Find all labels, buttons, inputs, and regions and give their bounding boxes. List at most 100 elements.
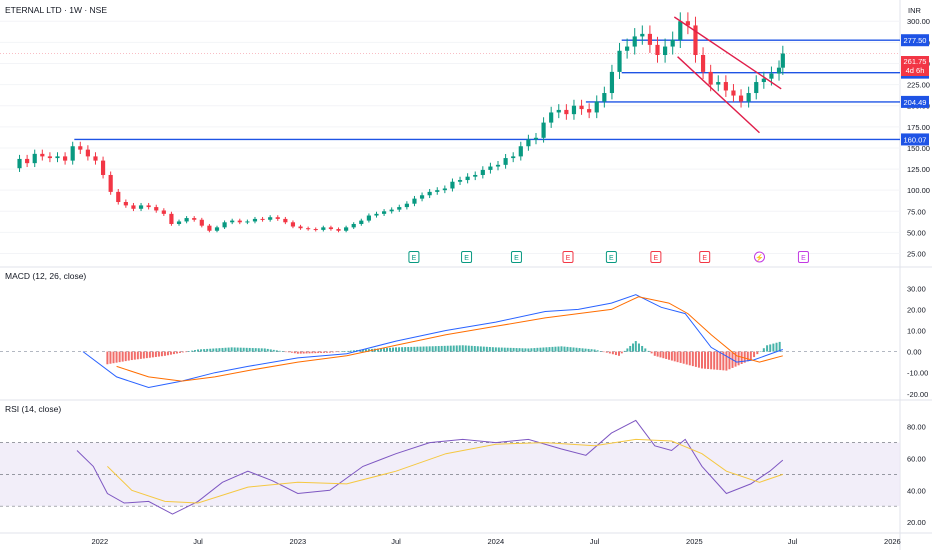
earnings-markers[interactable]: E E E E E E E ⚡ E (408, 251, 809, 263)
price-tick-label: 175.00 (907, 123, 930, 132)
candle-body (708, 71, 713, 85)
candle-body (526, 139, 531, 147)
macd-histogram-bar (772, 343, 775, 352)
rsi-lines (76, 419, 784, 515)
channel-lines[interactable] (673, 16, 782, 134)
price-tick-label: 300.00 (907, 17, 930, 26)
candle-body (541, 122, 546, 138)
macd-histogram-bar (653, 351, 656, 356)
macd-histogram-bar (753, 351, 756, 358)
macd-histogram-bar (659, 351, 662, 358)
rsi-tick-label: 80.00 (907, 423, 926, 432)
macd-histogram-bar (446, 345, 449, 352)
macd-histogram-bar (685, 351, 688, 365)
macd-tick-label: 30.00 (907, 284, 926, 293)
candle-body (366, 215, 371, 221)
macd-histogram-bar (139, 351, 142, 359)
candle-body (184, 218, 189, 222)
candle-body (252, 218, 258, 222)
macd-histogram-bar (431, 346, 434, 352)
macd-histogram-bar (112, 351, 115, 364)
macd-histogram-bar (452, 345, 455, 352)
macd-histogram-bar (287, 351, 290, 353)
rsi-axis-ticks: 20.00 40.00 60.00 80.00 (907, 423, 926, 527)
macd-histogram-bar (691, 351, 694, 367)
macd-histogram-bar (302, 351, 305, 354)
macd-histogram-bar (284, 351, 287, 353)
candle-body (731, 90, 736, 96)
macd-histogram-bar (163, 351, 166, 356)
macd-histogram-bar (623, 350, 626, 352)
macd-histogram-bar (434, 346, 437, 352)
candle-body (609, 71, 615, 94)
macd-histogram-bar (548, 347, 551, 352)
macd-histogram-bar (382, 348, 385, 352)
macd-histogram-bar (647, 350, 650, 352)
candle-body (116, 191, 121, 203)
macd-histogram-bar (127, 351, 130, 361)
candle-body (700, 55, 706, 72)
time-tick-label: Jul (193, 537, 203, 546)
macd-histogram-bar (209, 348, 212, 352)
macd-histogram-bar (385, 347, 388, 352)
macd-histogram-bar (130, 351, 133, 361)
candle-body (617, 50, 622, 72)
macd-histogram-bar (389, 347, 392, 352)
macd-histogram-bar (148, 351, 151, 358)
rsi-title[interactable]: RSI (14, close) (5, 404, 61, 414)
last-price-label: 261.75 (904, 57, 927, 66)
price-tick-label: 50.00 (907, 228, 926, 237)
candle-body (769, 73, 774, 79)
macd-histogram-bar (281, 351, 284, 352)
candle-body (55, 156, 60, 159)
candlestick-series (17, 12, 785, 233)
macd-histogram-bar (136, 351, 139, 360)
macd-histogram-bar (697, 351, 700, 368)
candle-body (404, 203, 409, 208)
time-tick-label: 2023 (289, 537, 306, 546)
macd-histogram-bar (410, 346, 413, 352)
macd-histogram-bar (194, 350, 197, 352)
macd-histogram-bar (662, 351, 665, 359)
level-price-label: 160.07 (904, 135, 927, 144)
time-axis[interactable]: 2022 Jul 2023 Jul 2024 Jul 2025 Jul 2026 (91, 537, 900, 546)
macd-histogram-bar (700, 351, 703, 369)
earnings-marker-label: E (801, 255, 806, 262)
dividend-marker (753, 251, 765, 263)
macd-histogram-bar (665, 351, 668, 359)
candle-body (571, 105, 577, 115)
candle-body (40, 153, 45, 157)
symbol-title[interactable]: ETERNAL LTD · 1W · NSE (5, 5, 107, 15)
macd-histogram-bar (497, 347, 500, 352)
candle-body (63, 156, 68, 161)
macd-title[interactable]: MACD (12, 26, close) (5, 271, 86, 281)
candle-body (776, 67, 782, 74)
macd-histogram-bar (221, 347, 224, 352)
macd-histogram-bar (515, 348, 518, 352)
macd-histogram-bar (178, 351, 181, 353)
candle-body (457, 180, 463, 182)
macd-histogram-bar (581, 348, 584, 352)
macd-histogram-bar (413, 346, 416, 352)
candle-body (450, 181, 455, 189)
macd-histogram-bar (602, 351, 605, 353)
macd-histogram-bar (707, 351, 710, 369)
macd-histogram-bar (521, 348, 524, 352)
candle-body (427, 191, 432, 196)
macd-histogram-bar (230, 347, 233, 352)
macd-histogram-bar (323, 351, 326, 353)
macd-histogram-bar (590, 349, 593, 352)
macd-histogram-bar (440, 345, 443, 352)
macd-histogram-bar (778, 341, 781, 352)
candle-body (260, 218, 265, 220)
macd-histogram-bar (533, 348, 536, 352)
macd-histogram-bar (710, 351, 713, 370)
macd-histogram-bar (656, 351, 659, 357)
macd-histogram-bar (584, 348, 587, 352)
macd-histogram-bar (437, 346, 440, 352)
macd-histogram-bar (407, 346, 410, 352)
macd-histogram-bar (551, 346, 554, 352)
candle-body (594, 101, 599, 113)
macd-histogram-bar (725, 351, 728, 371)
